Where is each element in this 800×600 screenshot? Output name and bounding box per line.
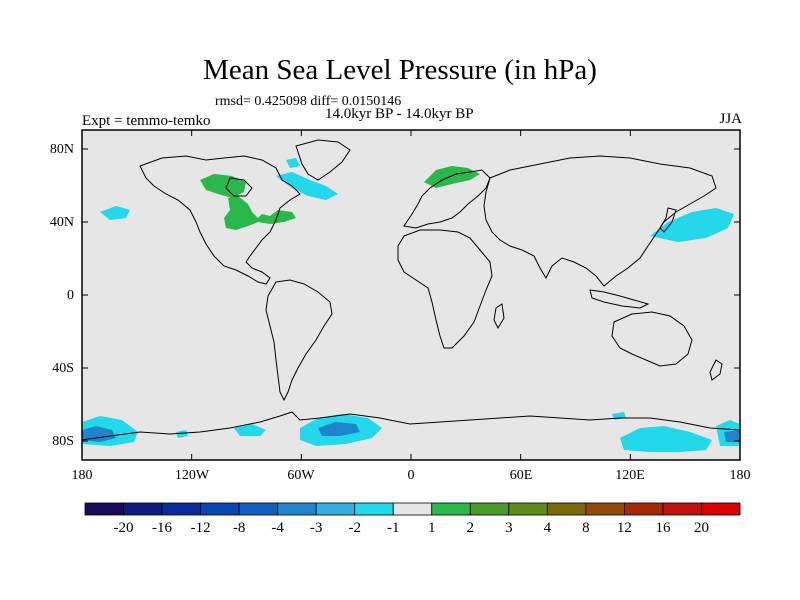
lat-tick-40s: 40S xyxy=(52,361,74,376)
colorbar-swatch xyxy=(84,502,124,516)
coast-greenland xyxy=(295,139,351,181)
lon-tick-0: 0 xyxy=(407,468,415,483)
lat-tick-40n: 40N xyxy=(49,215,74,230)
coast-hudson-bay xyxy=(225,177,253,197)
anomaly-bellingshausen xyxy=(234,424,266,436)
colorbar-swatch xyxy=(662,502,702,516)
colorbar-label: -2 xyxy=(348,520,361,536)
tick-layer xyxy=(81,130,741,460)
lat-tick-0: 0 xyxy=(67,288,74,303)
anomaly-ross-sea-inner xyxy=(82,426,116,442)
chart-title: Mean Sea Level Pressure (in hPa) xyxy=(203,54,597,86)
experiment-label: Expt = temmo-temko xyxy=(82,113,211,129)
period-subtitle: 14.0kyr BP - 14.0kyr BP xyxy=(325,106,474,122)
colorbar-label: 3 xyxy=(505,520,513,536)
coast-new-zealand xyxy=(709,359,723,381)
coast-asia xyxy=(483,155,717,287)
colorbar-label: -1 xyxy=(386,520,400,536)
colorbar-label: 20 xyxy=(693,520,709,536)
lon-tick-120w: 120W xyxy=(174,468,210,483)
coast-indonesia xyxy=(589,289,650,309)
lat-tick-80n: 80N xyxy=(49,142,74,157)
colorbar-swatch xyxy=(161,502,201,516)
colorbar-label: -16 xyxy=(152,520,173,536)
lon-tick-180e: 180 xyxy=(729,468,751,483)
coast-japan xyxy=(659,207,677,233)
colorbar-swatch xyxy=(701,502,741,516)
lat-tick-80s: 80S xyxy=(52,434,74,449)
anomaly-north-pacific-east xyxy=(100,206,130,220)
coastline-layer xyxy=(81,139,741,441)
colorbar-swatch xyxy=(469,502,510,516)
coast-madagascar xyxy=(493,303,505,330)
anomaly-indian-ocean xyxy=(620,426,712,452)
coast-australia xyxy=(611,311,693,367)
colorbar-swatch xyxy=(508,502,548,516)
anomaly-weddell-inner xyxy=(318,422,360,436)
anomaly-layer xyxy=(82,158,740,452)
colorbar-label: 1 xyxy=(428,520,436,536)
colorbar-label: -4 xyxy=(271,520,284,536)
anomaly-greenland-patch xyxy=(286,158,300,168)
coast-south-america xyxy=(265,279,333,402)
colorbar-label: -12 xyxy=(190,520,211,536)
colorbar-swatch xyxy=(238,502,279,516)
colorbar-swatch xyxy=(277,502,317,516)
lon-tick-60w: 60W xyxy=(287,468,315,483)
colorbar-label: 12 xyxy=(616,520,632,536)
coast-antarctica xyxy=(81,411,741,441)
colorbar-swatch xyxy=(624,502,664,516)
lon-tick-60e: 60E xyxy=(509,468,533,483)
anomaly-small-patch-2 xyxy=(176,430,188,438)
lon-tick-180w: 180 xyxy=(71,468,93,483)
colorbar-swatch xyxy=(315,502,356,516)
map-background xyxy=(82,130,740,460)
coast-north-america xyxy=(139,155,301,285)
season-label: JJA xyxy=(719,111,742,127)
colorbar-label: -20 xyxy=(113,520,134,536)
anomaly-labrador-sea xyxy=(276,172,338,200)
colorbar-label: 2 xyxy=(466,520,475,536)
anomaly-north-america-interior xyxy=(224,196,296,230)
colorbar-label: -3 xyxy=(309,520,323,536)
colorbar-swatch xyxy=(200,502,240,516)
colorbar-label: 16 xyxy=(655,520,671,536)
colorbar-label: 4 xyxy=(543,520,552,536)
colorbar-swatch xyxy=(585,502,625,516)
anomaly-north-pacific-west xyxy=(650,208,734,242)
anomaly-ross-sea-east-inner xyxy=(724,430,740,442)
anomaly-hudson-bay xyxy=(200,174,246,198)
colorbar-label: -8 xyxy=(232,520,246,536)
colorbar-swatch xyxy=(123,502,163,516)
lon-tick-120e: 120E xyxy=(615,468,645,483)
colorbar-swatch xyxy=(431,502,471,516)
colorbar-swatch xyxy=(354,502,394,516)
colorbar xyxy=(84,502,741,516)
stats-subtitle: rmsd= 0.425098 diff= 0.0150146 xyxy=(215,94,402,109)
colorbar-label: 8 xyxy=(582,520,590,536)
coast-africa xyxy=(397,229,493,349)
colorbar-swatch xyxy=(546,502,587,516)
colorbar-swatch xyxy=(392,502,433,516)
